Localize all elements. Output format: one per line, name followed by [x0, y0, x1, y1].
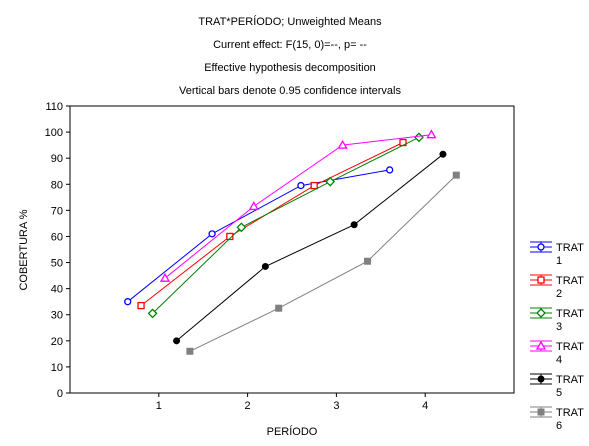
legend-label-line1: TRAT [556, 374, 584, 386]
y-tick-label: 50 [51, 258, 63, 270]
plot-area [69, 105, 515, 394]
data-point [439, 150, 447, 158]
data-point [124, 298, 132, 306]
y-tick-label: 10 [51, 362, 63, 374]
data-point [208, 230, 216, 238]
y-axis: 0 10 20 30 40 50 60 70 80 90 100 110 [45, 101, 70, 400]
y-tick-label: 20 [51, 336, 63, 348]
legend-label-line2: 4 [556, 354, 562, 366]
data-point [535, 340, 547, 350]
series-4 [159, 129, 437, 282]
series-line [152, 136, 420, 314]
data-point [310, 181, 318, 190]
data-point [297, 181, 305, 190]
x-axis-label: PERÍODO [267, 425, 318, 438]
title-line-4: Vertical bars denote 0.95 confidence int… [179, 85, 401, 97]
chart-title: TRAT*PERÍODO; Unweighted Means Current e… [179, 15, 401, 97]
legend-label-line1: TRAT [556, 308, 584, 320]
data-point [452, 171, 460, 179]
data-point [537, 276, 545, 284]
data-point [186, 347, 194, 355]
series-line [176, 153, 444, 342]
data-point [159, 272, 171, 282]
y-tick-label: 80 [51, 179, 63, 191]
data-point [173, 337, 181, 345]
data-point [537, 243, 545, 251]
series-layer [124, 129, 460, 355]
title-line-3: Effective hypothesis decomposition [204, 62, 376, 74]
data-point [137, 301, 145, 310]
title-line-1: TRAT*PERÍODO; Unweighted Means [198, 15, 382, 28]
series-line [189, 174, 457, 352]
data-point [350, 221, 358, 229]
data-point [537, 408, 545, 416]
legend-label-line2: 3 [556, 321, 562, 333]
data-point [147, 308, 158, 319]
y-tick-label: 100 [45, 127, 63, 139]
data-point [386, 166, 394, 174]
x-tick-label: 4 [422, 400, 428, 412]
y-tick-label: 70 [51, 205, 63, 217]
legend-label-line1: TRAT [556, 242, 584, 254]
y-tick-label: 60 [51, 231, 63, 243]
y-tick-label: 30 [51, 310, 63, 322]
y-tick-label: 40 [51, 284, 63, 296]
y-tick-label: 90 [51, 153, 63, 165]
data-point [325, 176, 336, 187]
series-5 [173, 150, 447, 345]
data-point [248, 201, 259, 211]
data-point [537, 375, 545, 383]
x-tick-label: 3 [333, 400, 339, 412]
legend-label-line1: TRAT [556, 275, 584, 287]
series-line [164, 134, 432, 279]
data-point [363, 257, 371, 265]
x-axis: 1 2 3 4 [156, 393, 428, 412]
data-point [275, 304, 283, 312]
data-point [536, 308, 546, 318]
data-point [337, 139, 348, 149]
legend-label-line2: 6 [556, 420, 562, 432]
legend-label-line1: TRAT [556, 407, 584, 419]
series-3 [147, 132, 424, 319]
data-point [226, 232, 234, 241]
x-tick-label: 1 [156, 400, 162, 412]
legend-label-line2: 5 [556, 387, 562, 399]
x-tick-label: 2 [245, 400, 251, 412]
series-6 [186, 171, 460, 355]
title-line-2: Current effect: F(15, 0)=--, p= -- [213, 39, 367, 51]
y-tick-label: 110 [45, 101, 63, 113]
legend-label-line2: 2 [556, 288, 562, 300]
legend-label-line1: TRAT [556, 341, 584, 353]
y-axis-label: COBERTURA % [18, 209, 30, 290]
legend-label-line2: 1 [556, 255, 562, 267]
y-tick-label: 0 [57, 388, 63, 400]
data-point [261, 262, 269, 270]
data-point [236, 222, 247, 233]
data-point [426, 129, 437, 139]
